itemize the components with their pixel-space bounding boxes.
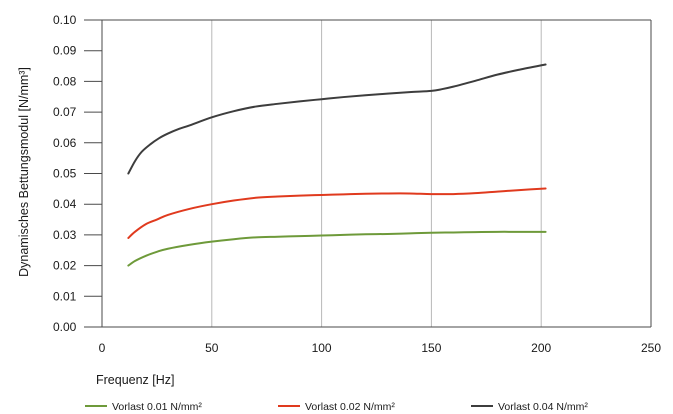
series-line-2	[127, 187, 547, 239]
y-tick-label-0.04: 0.04	[53, 197, 77, 211]
y-tick-label-0.02: 0.02	[53, 259, 77, 273]
x-tick-label-100: 100	[312, 341, 332, 355]
series-line-1	[127, 230, 547, 267]
y-tick-label-0.00: 0.00	[53, 320, 77, 334]
y-axis-title: Dynamisches Bettungsmodul [N/mm³]	[17, 67, 31, 277]
y-tick-label-0.08: 0.08	[53, 74, 77, 88]
x-tick-label-150: 150	[421, 341, 441, 355]
axes	[84, 19, 652, 328]
x-axis-title: Frequenz [Hz]	[96, 373, 175, 387]
y-tick-label-0.06: 0.06	[53, 136, 77, 150]
y-tick-label-0.10: 0.10	[53, 13, 77, 27]
x-tick-label-50: 50	[205, 341, 219, 355]
y-tick-label-0.01: 0.01	[53, 289, 77, 303]
tick-labels: 0 50 100 150 200 250 0.00 0.01 0.02 0.03 0.04 0.05 0…	[53, 13, 661, 355]
series-line-3	[127, 63, 547, 175]
legend-label-1: Vorlast 0.01 N/mm²	[112, 401, 202, 413]
y-tick-label-0.09: 0.09	[53, 44, 77, 58]
x-tick-label-200: 200	[531, 341, 551, 355]
series-lines	[127, 63, 547, 267]
legend: Vorlast 0.01 N/mm² Vorlast 0.02 N/mm² Vorl…	[85, 401, 588, 413]
x-tick-label-0: 0	[99, 341, 106, 355]
y-tick-label-0.07: 0.07	[53, 105, 77, 119]
legend-label-2: Vorlast 0.02 N/mm²	[305, 401, 395, 413]
y-tick-label-0.03: 0.03	[53, 228, 77, 242]
grid	[211, 20, 652, 327]
legend-label-3: Vorlast 0.04 N/mm²	[498, 401, 588, 413]
y-tick-label-0.05: 0.05	[53, 167, 77, 181]
x-tick-label-250: 250	[641, 341, 661, 355]
